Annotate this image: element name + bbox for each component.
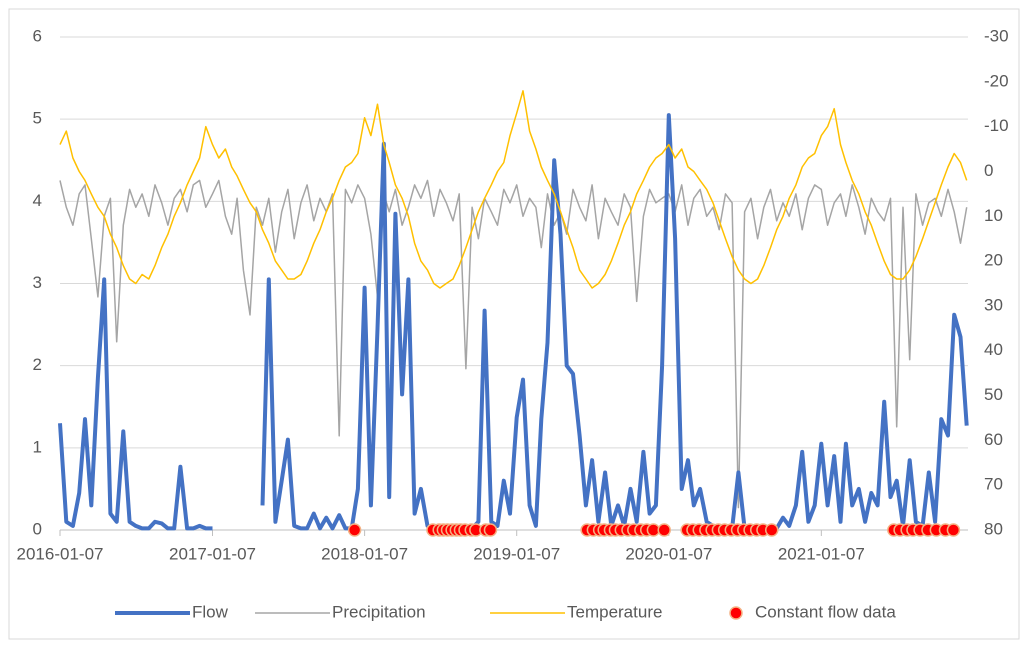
- y2-tick-label: 20: [984, 251, 1003, 270]
- point: [764, 523, 779, 537]
- y-tick-label: 1: [33, 437, 42, 456]
- y-tick-label: 0: [33, 519, 42, 538]
- y2-tick-label: 50: [984, 385, 1003, 404]
- legend-label: Flow: [192, 602, 229, 621]
- legend-marker: [729, 606, 743, 620]
- chart-border: [8, 8, 1020, 640]
- x-tick-label: 2020-01-07: [625, 544, 712, 563]
- y2-tick-label: 40: [984, 340, 1003, 359]
- point: [483, 523, 498, 537]
- y2-tick-label: 30: [984, 295, 1003, 314]
- y2-tick-label: 0: [984, 161, 993, 180]
- legend-label: Constant flow data: [755, 602, 896, 621]
- series-line: [59, 90, 968, 289]
- point: [347, 523, 362, 537]
- y2-tick-label: 80: [984, 519, 1003, 538]
- x-tick-label: 2018-01-07: [321, 544, 408, 563]
- x-tick-label: 2016-01-07: [17, 544, 104, 563]
- y-tick-label: 6: [33, 26, 42, 45]
- y2-tick-label: 10: [984, 206, 1003, 225]
- legend-label: Precipitation: [332, 602, 426, 621]
- series-line: [59, 179, 968, 509]
- y2-tick-label: -30: [984, 26, 1009, 45]
- point: [946, 523, 961, 537]
- y-tick-label: 2: [33, 355, 42, 374]
- y2-tick-label: -10: [984, 116, 1009, 135]
- y2-tick-label: -20: [984, 71, 1009, 90]
- x-tick-label: 2019-01-07: [473, 544, 560, 563]
- y2-tick-label: 70: [984, 475, 1003, 494]
- series-line: [58, 113, 969, 531]
- legend-label: Temperature: [567, 602, 662, 621]
- y-tick-label: 3: [33, 273, 42, 292]
- y-tick-label: 4: [33, 191, 42, 210]
- y2-tick-label: 60: [984, 430, 1003, 449]
- point: [657, 523, 671, 537]
- x-tick-label: 2017-01-07: [169, 544, 256, 563]
- y-tick-label: 5: [33, 109, 42, 128]
- x-tick-label: 2021-01-07: [778, 544, 865, 563]
